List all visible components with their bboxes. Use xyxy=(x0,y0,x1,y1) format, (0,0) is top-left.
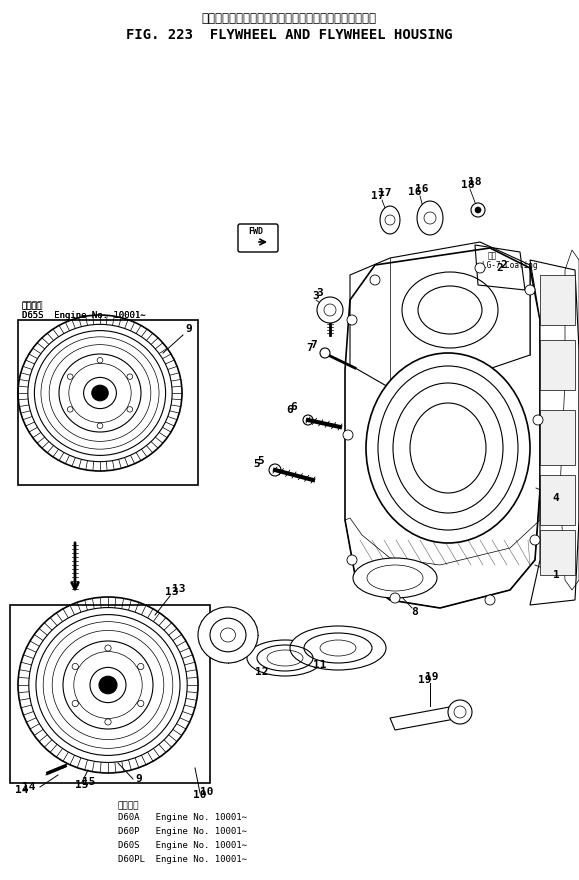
Text: 2: 2 xyxy=(497,263,503,273)
Text: 13: 13 xyxy=(165,587,179,597)
Text: 9: 9 xyxy=(185,324,192,334)
Polygon shape xyxy=(390,706,460,730)
Text: 適用号種: 適用号種 xyxy=(22,301,42,310)
Text: 16: 16 xyxy=(415,184,428,194)
Text: 12: 12 xyxy=(255,667,269,677)
Bar xyxy=(540,410,575,465)
Ellipse shape xyxy=(198,607,258,663)
Text: LG-7 Coating: LG-7 Coating xyxy=(482,261,537,270)
Text: 17: 17 xyxy=(371,191,385,201)
FancyBboxPatch shape xyxy=(238,224,278,252)
Ellipse shape xyxy=(485,595,495,605)
Ellipse shape xyxy=(471,203,485,217)
Text: D60S   Engine No. 10001∼: D60S Engine No. 10001∼ xyxy=(118,841,247,850)
Ellipse shape xyxy=(402,272,498,348)
Text: 14: 14 xyxy=(22,782,35,792)
Ellipse shape xyxy=(29,607,187,762)
Ellipse shape xyxy=(475,207,481,213)
Bar xyxy=(540,530,575,575)
Text: D60A   Engine No. 10001∼: D60A Engine No. 10001∼ xyxy=(118,813,247,822)
Text: 3: 3 xyxy=(313,291,320,301)
Ellipse shape xyxy=(303,415,313,425)
Text: 7: 7 xyxy=(310,340,317,350)
Ellipse shape xyxy=(390,593,400,603)
Text: 19: 19 xyxy=(418,675,432,685)
Text: 5: 5 xyxy=(257,456,264,466)
Ellipse shape xyxy=(353,558,437,598)
Text: 18: 18 xyxy=(461,180,475,190)
Text: D65S  Engine No. 10001∼: D65S Engine No. 10001∼ xyxy=(22,311,146,320)
Ellipse shape xyxy=(99,676,117,693)
Ellipse shape xyxy=(317,297,343,323)
Bar xyxy=(10,605,210,783)
Text: FWD: FWD xyxy=(248,227,263,236)
Text: 17: 17 xyxy=(378,188,391,198)
Ellipse shape xyxy=(530,535,540,545)
Polygon shape xyxy=(345,248,540,608)
Ellipse shape xyxy=(36,614,180,755)
Text: 6: 6 xyxy=(290,402,297,412)
Text: 適用号種: 適用号種 xyxy=(22,301,43,310)
Text: 15: 15 xyxy=(82,777,96,787)
Text: 9: 9 xyxy=(135,774,142,784)
Ellipse shape xyxy=(475,263,485,273)
Polygon shape xyxy=(530,260,579,605)
Text: 1: 1 xyxy=(552,570,559,580)
Text: D60PL  Engine No. 10001∼: D60PL Engine No. 10001∼ xyxy=(118,855,247,864)
Ellipse shape xyxy=(28,325,172,462)
Text: 13: 13 xyxy=(172,584,185,594)
Ellipse shape xyxy=(269,464,281,476)
Text: 4: 4 xyxy=(552,493,559,503)
Polygon shape xyxy=(417,201,443,235)
Text: 6: 6 xyxy=(287,405,294,415)
Ellipse shape xyxy=(320,348,330,358)
Text: 15: 15 xyxy=(75,780,89,790)
Ellipse shape xyxy=(525,285,535,295)
Text: 10: 10 xyxy=(200,787,214,797)
Ellipse shape xyxy=(533,415,543,425)
Text: 5: 5 xyxy=(254,459,261,469)
Text: 8: 8 xyxy=(412,607,419,617)
Text: 適用号種: 適用号種 xyxy=(118,801,140,810)
Text: D60P   Engine No. 10001∼: D60P Engine No. 10001∼ xyxy=(118,827,247,836)
Text: 3: 3 xyxy=(316,288,323,298)
Text: 11: 11 xyxy=(313,660,327,670)
Ellipse shape xyxy=(347,555,357,565)
Text: フライホイール　および　フライホイール　ハウジング: フライホイール および フライホイール ハウジング xyxy=(201,12,376,25)
Text: 18: 18 xyxy=(468,177,482,187)
Bar xyxy=(18,320,198,485)
Ellipse shape xyxy=(34,331,166,455)
Ellipse shape xyxy=(347,315,357,325)
Text: FIG. 223  FLYWHEEL AND FLYWHEEL HOUSING: FIG. 223 FLYWHEEL AND FLYWHEEL HOUSING xyxy=(126,28,452,42)
Ellipse shape xyxy=(370,275,380,285)
Ellipse shape xyxy=(343,430,353,440)
Bar xyxy=(540,475,575,525)
Text: 涂布: 涂布 xyxy=(488,251,497,260)
Text: 14: 14 xyxy=(15,785,29,795)
Ellipse shape xyxy=(290,626,386,670)
Text: 2: 2 xyxy=(500,260,507,270)
Ellipse shape xyxy=(366,353,530,543)
Text: 19: 19 xyxy=(425,672,438,682)
Bar xyxy=(540,275,575,325)
Text: 7: 7 xyxy=(307,343,313,353)
Polygon shape xyxy=(380,206,400,234)
Ellipse shape xyxy=(92,385,108,400)
Text: 10: 10 xyxy=(193,790,207,800)
Ellipse shape xyxy=(247,640,323,676)
Bar xyxy=(540,340,575,390)
Ellipse shape xyxy=(448,700,472,724)
Text: 16: 16 xyxy=(408,187,422,197)
Text: D65S  Engine No. 10001∼: D65S Engine No. 10001∼ xyxy=(22,311,146,320)
